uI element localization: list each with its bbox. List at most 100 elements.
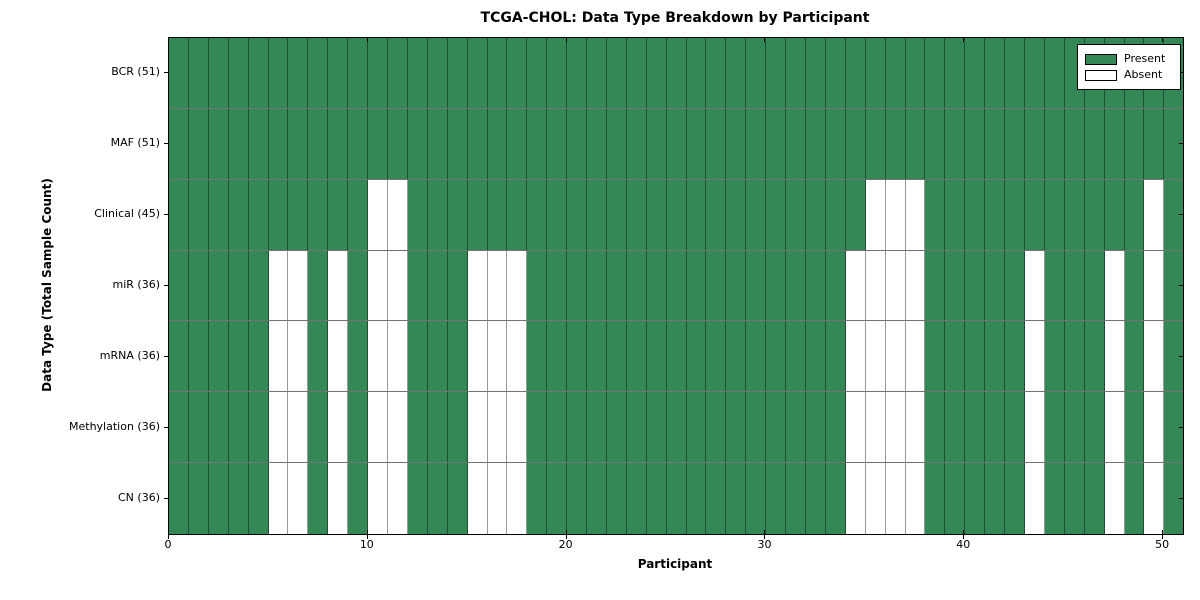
matrix-cell [845,179,866,250]
matrix-cell [407,392,428,463]
matrix-cell [308,38,329,108]
matrix-cell [567,463,588,534]
matrix-cell [666,179,687,250]
matrix-cell [467,179,488,250]
matrix-cell [228,108,249,179]
matrix-cell [228,463,249,534]
matrix-cell [268,250,289,321]
matrix-cell [905,250,926,321]
matrix-cell [746,321,767,392]
matrix-cell [547,392,568,463]
matrix-cell [985,321,1006,392]
matrix-cell [547,108,568,179]
matrix-cell [228,321,249,392]
matrix-cell [905,108,926,179]
matrix-cell [666,38,687,108]
y-tick-label: miR (36) [112,278,161,291]
matrix-cell [865,38,886,108]
matrix-cell [726,321,747,392]
matrix-cell [1084,463,1105,534]
matrix-cell [1084,321,1105,392]
matrix-cell [328,463,349,534]
matrix-cell [368,392,388,463]
matrix-cell [188,250,209,321]
matrix-cell [228,250,249,321]
matrix-cell [447,321,468,392]
matrix-cell [885,179,906,250]
matrix-cell [507,179,528,250]
matrix-cell [925,250,946,321]
matrix-cell [666,392,687,463]
matrix-cell [1064,250,1085,321]
tick-mark [1179,72,1183,74]
matrix-cell [885,392,906,463]
matrix-cell [308,108,329,179]
matrix-cell [865,392,886,463]
matrix-cell [487,392,508,463]
matrix-cell [288,38,309,108]
matrix-cell [686,463,707,534]
matrix-cell [308,179,329,250]
matrix-cell [228,392,249,463]
tick-mark [565,530,567,534]
matrix-cell [348,179,369,250]
matrix-cell [1144,463,1165,534]
matrix-cell [865,108,886,179]
tick-mark [168,535,169,539]
tick-mark [366,535,368,539]
matrix-cell [1044,392,1065,463]
matrix-cell [467,108,488,179]
matrix-cell [268,321,289,392]
matrix-cell [447,250,468,321]
matrix-cell [766,108,787,179]
matrix-cell [547,321,568,392]
matrix-cell [806,321,826,392]
matrix-cell [646,321,667,392]
matrix-cell [845,38,866,108]
matrix-cell [626,321,647,392]
matrix-cell [686,179,707,250]
matrix-cell [387,250,408,321]
matrix-cell [169,321,189,392]
tick-mark [366,530,368,534]
matrix-cell [925,321,946,392]
matrix-cell [1005,392,1025,463]
matrix-cell [1064,179,1085,250]
matrix-cell [527,179,548,250]
matrix-cell [387,321,408,392]
matrix-cell [188,321,209,392]
matrix-cell [328,38,349,108]
matrix-cell [1024,250,1045,321]
matrix-cell [1164,463,1184,534]
matrix-cell [1164,179,1184,250]
matrix-cell [228,179,249,250]
matrix-cell [487,321,508,392]
tick-mark [1162,530,1164,534]
matrix-cell [527,250,548,321]
matrix-cell [766,38,787,108]
matrix-cell [268,392,289,463]
matrix-cell [368,321,388,392]
matrix-cell [845,321,866,392]
matrix-cell [407,179,428,250]
matrix-cell [1064,321,1085,392]
matrix-cell [188,108,209,179]
matrix-cell [268,38,289,108]
matrix-cell [328,179,349,250]
matrix-cell [547,179,568,250]
matrix-cell [248,463,269,534]
matrix-cell [845,392,866,463]
matrix-cell [726,38,747,108]
matrix-row [169,179,1184,251]
matrix-cell [348,108,369,179]
matrix-cell [1164,108,1184,179]
matrix-cell [1024,321,1045,392]
x-tick-label: 20 [558,538,573,551]
matrix-cell [407,108,428,179]
tick-mark [963,530,965,534]
matrix-cell [806,108,826,179]
matrix-cell [447,463,468,534]
matrix-cell [965,463,986,534]
matrix-cell [985,108,1006,179]
matrix-cell [208,38,229,108]
